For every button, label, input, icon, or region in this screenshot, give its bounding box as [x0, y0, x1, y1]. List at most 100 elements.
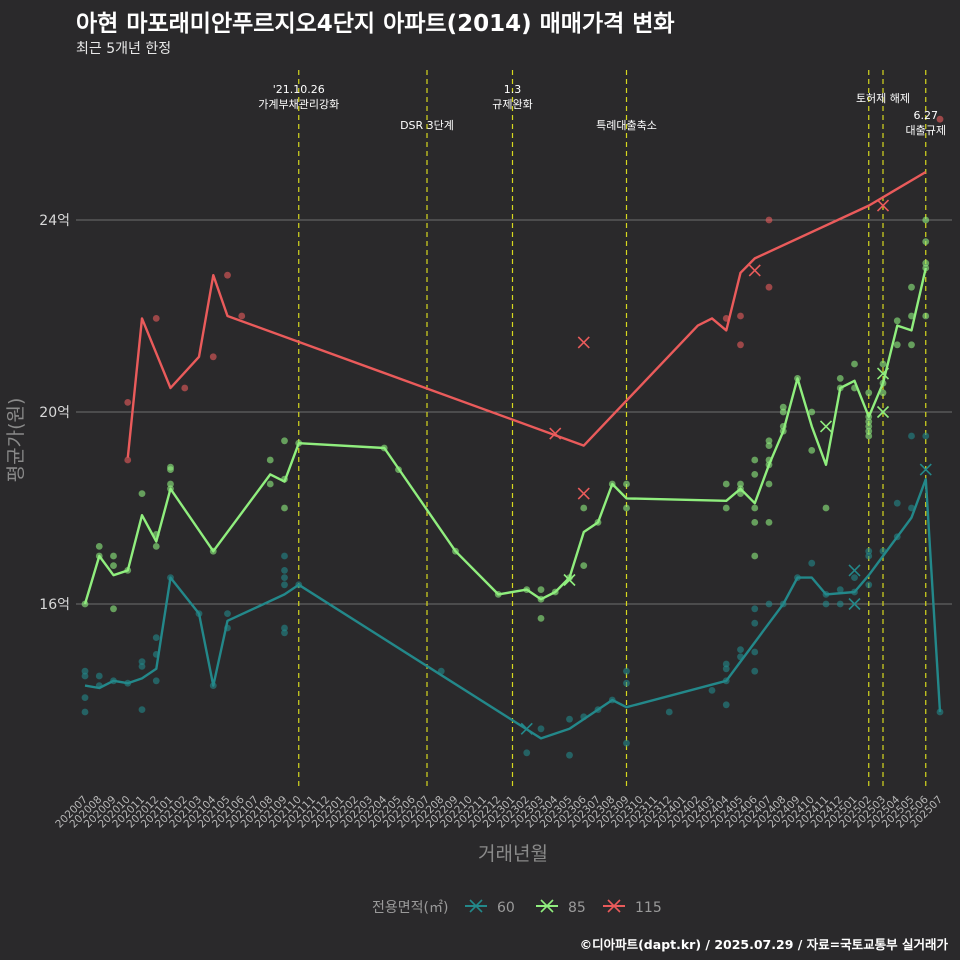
data-point-60	[281, 574, 288, 581]
data-point-60	[81, 672, 89, 680]
data-point-85	[167, 480, 174, 488]
data-point-85	[452, 547, 459, 555]
legend-key-115	[603, 899, 625, 913]
data-point-85	[765, 442, 773, 449]
data-point-60	[751, 648, 759, 656]
data-point-60	[879, 547, 887, 555]
data-point-85	[281, 475, 288, 483]
data-point-60	[751, 619, 759, 627]
data-point-60	[209, 682, 217, 689]
cross-marker-115	[577, 336, 590, 349]
data-point-85	[110, 562, 117, 569]
chart-subtitle: 최근 5개년 한정	[76, 41, 172, 57]
data-point-60	[138, 706, 146, 713]
data-point-85	[836, 384, 844, 392]
data-point-85	[779, 423, 787, 430]
data-point-85	[722, 504, 730, 512]
legend-label-60: 60	[497, 900, 515, 916]
cross-marker-60	[848, 564, 861, 577]
data-point-85	[167, 485, 174, 493]
data-point-85	[281, 504, 288, 512]
data-point-85	[765, 519, 773, 526]
data-point-115	[936, 115, 944, 123]
event-annotation: 대출규제	[906, 124, 946, 137]
data-point-60	[751, 667, 759, 675]
data-point-60	[908, 504, 915, 512]
data-point-85	[152, 531, 160, 538]
data-point-85	[879, 389, 887, 397]
legend: 전용면적(㎡) 60 85 115	[372, 899, 662, 916]
data-point-85	[865, 427, 873, 435]
data-point-60	[281, 581, 288, 589]
data-point-115	[737, 341, 744, 349]
data-point-85	[551, 588, 559, 596]
data-point-60	[708, 687, 716, 694]
data-point-60	[523, 749, 531, 757]
series-line-60	[84, 478, 942, 740]
legend-key-85	[536, 899, 558, 913]
data-point-60	[737, 653, 744, 661]
x-axis-title: 거래년월	[478, 843, 548, 865]
data-point-85	[537, 595, 545, 603]
data-point-85	[922, 259, 930, 267]
data-point-60	[822, 600, 830, 608]
data-point-60	[224, 624, 231, 632]
data-point-85	[922, 216, 930, 224]
cross-marker-115	[876, 199, 890, 212]
data-point-60	[81, 708, 89, 716]
data-point-85	[494, 591, 502, 598]
data-point-85	[808, 447, 816, 454]
data-point-85	[380, 444, 388, 452]
data-point-85	[623, 480, 630, 488]
data-point-85	[893, 317, 901, 325]
cross-marker-115	[549, 427, 562, 440]
data-point-85	[879, 360, 887, 368]
data-point-85	[167, 466, 174, 473]
data-point-60	[822, 591, 830, 598]
legend-title: 전용면적(㎡)	[372, 900, 448, 916]
grid-lines	[76, 219, 952, 605]
data-point-60	[437, 667, 445, 675]
event-annotation: 6.27	[914, 109, 939, 122]
data-point-85	[865, 432, 873, 440]
data-point-115	[238, 312, 246, 320]
data-point-60	[195, 610, 203, 617]
data-point-60	[623, 667, 630, 675]
data-point-85	[808, 408, 816, 416]
data-point-85	[281, 437, 288, 445]
data-point-60	[865, 581, 873, 589]
data-point-60	[665, 708, 673, 716]
data-point-85	[751, 504, 759, 512]
data-point-115	[124, 399, 132, 406]
legend-label-85: 85	[568, 900, 586, 916]
data-point-60	[851, 574, 858, 581]
data-point-85	[580, 504, 588, 512]
data-point-85	[580, 562, 588, 569]
data-point-85	[836, 375, 844, 382]
data-point-85	[266, 480, 274, 488]
event-annotation: 특례대출축소	[596, 119, 657, 132]
data-point-60	[722, 660, 730, 668]
data-point-85	[865, 423, 873, 430]
data-point-60	[594, 706, 602, 713]
data-point-60	[95, 682, 103, 689]
data-point-85	[124, 567, 132, 574]
data-point-85	[395, 466, 402, 473]
data-point-60	[281, 552, 288, 560]
data-point-60	[722, 701, 730, 709]
data-point-85	[765, 437, 773, 445]
data-point-85	[623, 504, 630, 512]
data-point-85	[922, 238, 930, 246]
data-point-85	[751, 519, 759, 526]
data-point-85	[138, 490, 146, 497]
data-point-85	[594, 519, 602, 526]
data-point-60	[608, 696, 616, 704]
series-line-115	[126, 170, 927, 458]
data-point-85	[922, 264, 930, 272]
data-point-60	[908, 432, 915, 440]
data-point-60	[95, 672, 103, 680]
data-point-60	[722, 677, 730, 685]
data-point-85	[893, 341, 901, 349]
data-point-60	[152, 651, 160, 658]
